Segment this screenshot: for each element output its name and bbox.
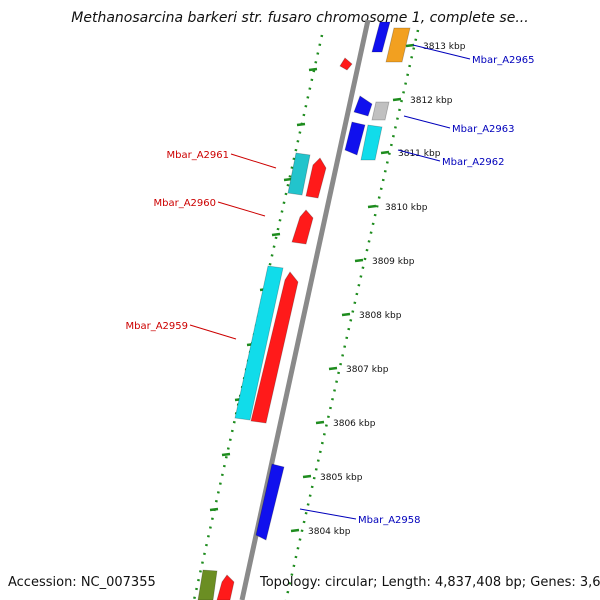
- scale-tick: [296, 122, 306, 127]
- kbp-label: 3809 kbp: [372, 257, 415, 267]
- gene-label[interactable]: Mbar_A2963: [452, 124, 515, 135]
- gene-label[interactable]: Mbar_A2958: [358, 515, 421, 526]
- gene-label[interactable]: Mbar_A2959: [125, 321, 188, 332]
- gene-feature-blue[interactable]: [371, 21, 391, 53]
- gene-label-leader: [230, 153, 277, 169]
- kbp-tick: [290, 528, 300, 533]
- gene-label-leader: [189, 324, 237, 340]
- map-title: Methanosarcina barkeri str. fusaro chrom…: [71, 10, 529, 26]
- kbp-label: 3808 kbp: [359, 311, 402, 321]
- right-scale-track: [284, 29, 420, 600]
- gene-feature-olive[interactable]: [197, 569, 218, 600]
- kbp-tick: [302, 474, 312, 479]
- scale-tick: [271, 232, 281, 237]
- gene-label-leader: [412, 44, 471, 60]
- gene-label-leader: [397, 149, 441, 162]
- gene-label-leader: [217, 201, 266, 217]
- gene-feature-red[interactable]: [305, 157, 327, 199]
- kbp-label: 3813 kbp: [423, 42, 466, 52]
- gene-label[interactable]: Mbar_A2960: [153, 198, 216, 209]
- gene-feature-blue[interactable]: [353, 95, 373, 117]
- kbp-label: 3806 kbp: [333, 419, 376, 429]
- accession-text: Accession: NC_007355: [8, 575, 156, 590]
- gene-feature-gray[interactable]: [371, 101, 390, 121]
- gene-feature-blue[interactable]: [255, 463, 285, 541]
- sequence-backbone: [239, 19, 371, 600]
- gene-feature-red[interactable]: [250, 271, 299, 424]
- scale-tick: [308, 67, 318, 72]
- kbp-tick: [392, 97, 402, 102]
- scale-tick: [283, 177, 293, 182]
- scale-tick: [221, 452, 231, 457]
- kbp-tick: [405, 43, 415, 48]
- kbp-label: 3804 kbp: [308, 527, 351, 537]
- gene-feature-red[interactable]: [291, 209, 314, 245]
- kbp-label: 3811 kbp: [398, 149, 441, 159]
- kbp-label: 3812 kbp: [410, 96, 453, 106]
- gene-feature-teal[interactable]: [287, 152, 311, 196]
- gene-label[interactable]: Mbar_A2961: [166, 150, 229, 161]
- kbp-label: 3810 kbp: [385, 203, 428, 213]
- kbp-tick: [341, 312, 351, 317]
- gene-label[interactable]: Mbar_A2962: [442, 157, 505, 168]
- kbp-label: 3807 kbp: [346, 365, 389, 375]
- kbp-tick: [328, 366, 338, 371]
- topology-text: Topology: circular; Length: 4,837,408 bp…: [260, 575, 600, 590]
- kbp-tick: [315, 420, 325, 425]
- gene-feature-blue[interactable]: [344, 121, 366, 156]
- gene-feature-red[interactable]: [339, 57, 353, 71]
- kbp-tick: [354, 258, 364, 263]
- gene-feature-orange[interactable]: [385, 27, 411, 63]
- kbp-tick: [367, 204, 377, 209]
- scale-tick: [209, 507, 219, 512]
- gene-label[interactable]: Mbar_A2965: [472, 55, 535, 66]
- gene-label-leader: [299, 508, 357, 520]
- kbp-tick: [380, 150, 390, 155]
- gene-feature-red[interactable]: [216, 574, 235, 600]
- kbp-label: 3805 kbp: [320, 473, 363, 483]
- gene-feature-cyan[interactable]: [360, 124, 383, 161]
- gene-feature-cyan[interactable]: [234, 265, 284, 421]
- gene-label-leader: [403, 115, 451, 129]
